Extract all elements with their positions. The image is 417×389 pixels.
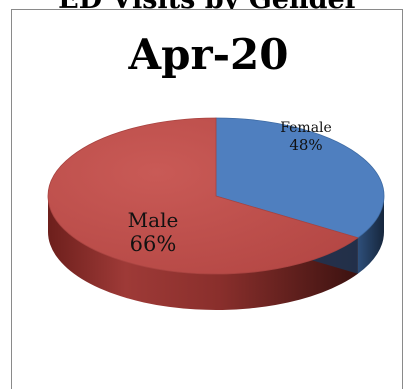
data-label-female-value: 48% [289,136,322,154]
data-label-male-value: 66% [130,232,177,256]
pie-slice-male [47,117,359,275]
pie-side-female [357,196,384,274]
data-label-male: Male [128,208,179,232]
chart-title: Apr-20 [128,30,289,79]
pie-slice-female [215,117,385,239]
pie-side-male [48,196,358,311]
data-label-female: Female [280,120,332,136]
